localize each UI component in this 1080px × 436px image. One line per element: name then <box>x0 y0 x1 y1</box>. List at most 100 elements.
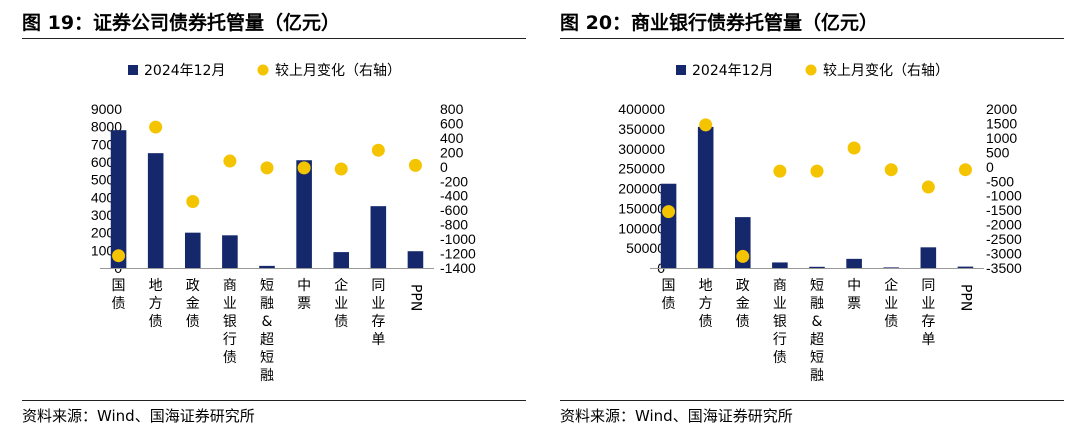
y-tick-label-right: 0 <box>986 159 994 175</box>
y-tick-label-right: -2500 <box>986 231 1022 247</box>
change-point <box>958 163 972 177</box>
y-tick-label-right: -3500 <box>986 260 1022 276</box>
y-tick-label-right: 600 <box>440 115 464 131</box>
bar <box>184 232 201 268</box>
change-point <box>149 120 163 134</box>
legend-bar-swatch <box>128 65 138 75</box>
bar <box>370 206 387 268</box>
figure-title: 图 20：商业银行债券托管量（亿元） <box>560 12 879 34</box>
change-point <box>112 249 126 263</box>
x-category-label: 商业银行债 <box>773 278 787 366</box>
y-tick-label-left: 300000 <box>618 141 665 157</box>
bar <box>772 262 788 268</box>
y-tick-label-right: -500 <box>986 173 1014 189</box>
securities-custody-chart: 2024年12月较上月变化（右轴）01000200030004000500060… <box>91 63 476 384</box>
bank-custody-chart: 2024年12月 较上月变化（右轴） 0 50000 100000 150000 20000… <box>618 63 1022 384</box>
change-point <box>223 154 237 168</box>
y-tick-label-right: -600 <box>440 202 468 218</box>
y-tick-label-right: 200 <box>440 144 464 160</box>
x-category-label: 企业债 <box>334 277 348 330</box>
legend-label: 2024年12月 <box>144 63 225 79</box>
y-tick-label-left: 150000 <box>618 200 665 216</box>
change-point <box>334 162 348 176</box>
y-tick-label-right: 0 <box>440 159 448 175</box>
x-category-label: 企业债 <box>884 277 898 330</box>
y-tick-label-left: 350000 <box>618 121 665 137</box>
bar <box>660 183 677 268</box>
bar <box>883 267 900 268</box>
x-category-label: 国债 <box>112 278 126 312</box>
y-tick-label-right: -1200 <box>440 246 476 262</box>
bar <box>697 126 714 268</box>
x-category-label: PPN <box>957 284 973 311</box>
y-tick-label-right: -1400 <box>440 260 476 276</box>
bar <box>957 266 974 268</box>
x-category-label: 国债 <box>662 278 676 312</box>
change-point <box>186 195 200 209</box>
chart-panel-commercial-banks: 图 20：商业银行债券托管量（亿元） 2024年12月较上月变化（右轴）0500… <box>560 0 1080 436</box>
bar <box>333 252 350 268</box>
change-point <box>810 164 824 178</box>
legend-label: 较上月变化（右轴） <box>823 63 949 79</box>
x-category-label: 商业银行债 <box>223 278 237 366</box>
y-tick-label-right: 500 <box>986 144 1010 160</box>
x-category-label: 政金债 <box>186 278 200 330</box>
y-tick-label-left: 250000 <box>618 161 665 177</box>
change-point <box>699 118 713 132</box>
y-tick-label-right: 1000 <box>986 130 1017 146</box>
y-tick-label-right: 2000 <box>986 101 1017 117</box>
footer-divider <box>22 400 526 401</box>
x-category-label: 地方债 <box>699 278 713 330</box>
source-note: 资料来源：Wind、国海证券研究所 <box>560 407 793 425</box>
change-point <box>260 161 274 175</box>
x-category-label: 政金债 <box>736 278 750 330</box>
y-tick-label-right: -3000 <box>986 246 1022 262</box>
y-tick-label-right: 1500 <box>986 115 1017 131</box>
bar <box>222 235 238 268</box>
title-divider <box>560 38 1064 39</box>
chart-panel-securities: 图 19：证券公司债券托管量（亿元） 2024年12月较上月变化（右轴）0100… <box>22 0 542 436</box>
y-tick-label-left: 100000 <box>618 220 665 236</box>
change-point <box>773 164 787 178</box>
change-point <box>371 143 385 157</box>
change-point <box>884 163 898 177</box>
source-note: 资料来源：Wind、国海证券研究所 <box>22 407 255 425</box>
y-tick-label-left: 9000 <box>91 101 122 117</box>
bar <box>846 258 862 268</box>
y-tick-label-right: -1500 <box>986 202 1022 218</box>
y-tick-label-left: 200000 <box>618 181 665 197</box>
legend-label: 较上月变化（右轴） <box>275 63 401 79</box>
x-category-label: PPN <box>407 284 423 311</box>
change-point <box>408 158 422 172</box>
bar <box>407 251 424 268</box>
y-tick-label-right: -1000 <box>986 188 1022 204</box>
y-tick-label-right: -400 <box>440 188 468 204</box>
y-tick-label-right: 400 <box>440 130 464 146</box>
change-point <box>736 249 750 263</box>
y-tick-label-right: -1000 <box>440 231 476 247</box>
figure-title: 图 19：证券公司债券托管量（亿元） <box>22 12 341 34</box>
change-point <box>921 180 935 194</box>
x-category-label: 中票 <box>847 278 861 312</box>
bar <box>259 265 275 268</box>
legend-label: 2024年12月 <box>692 63 773 79</box>
y-tick-label-right: -800 <box>440 217 468 233</box>
y-tick-label-right: -2000 <box>986 217 1022 233</box>
legend-dot-swatch <box>805 64 817 76</box>
change-point <box>297 161 311 175</box>
bar <box>809 266 825 268</box>
legend-dot-swatch <box>257 64 269 76</box>
footer-divider <box>560 400 1064 401</box>
change-point <box>847 141 861 155</box>
bar <box>147 153 164 268</box>
y-tick-label-right: -200 <box>440 173 468 189</box>
y-tick-label-right: 800 <box>440 101 464 117</box>
bar <box>110 130 127 268</box>
x-category-label: 同业存单 <box>921 278 935 348</box>
y-tick-label-left: 400000 <box>618 101 665 117</box>
x-category-label: 短融&超短融 <box>260 278 274 384</box>
legend-bar-swatch <box>676 65 686 75</box>
title-divider <box>22 38 526 39</box>
x-category-label: 地方债 <box>149 278 163 330</box>
y-tick-label-left: 50000 <box>626 240 665 256</box>
